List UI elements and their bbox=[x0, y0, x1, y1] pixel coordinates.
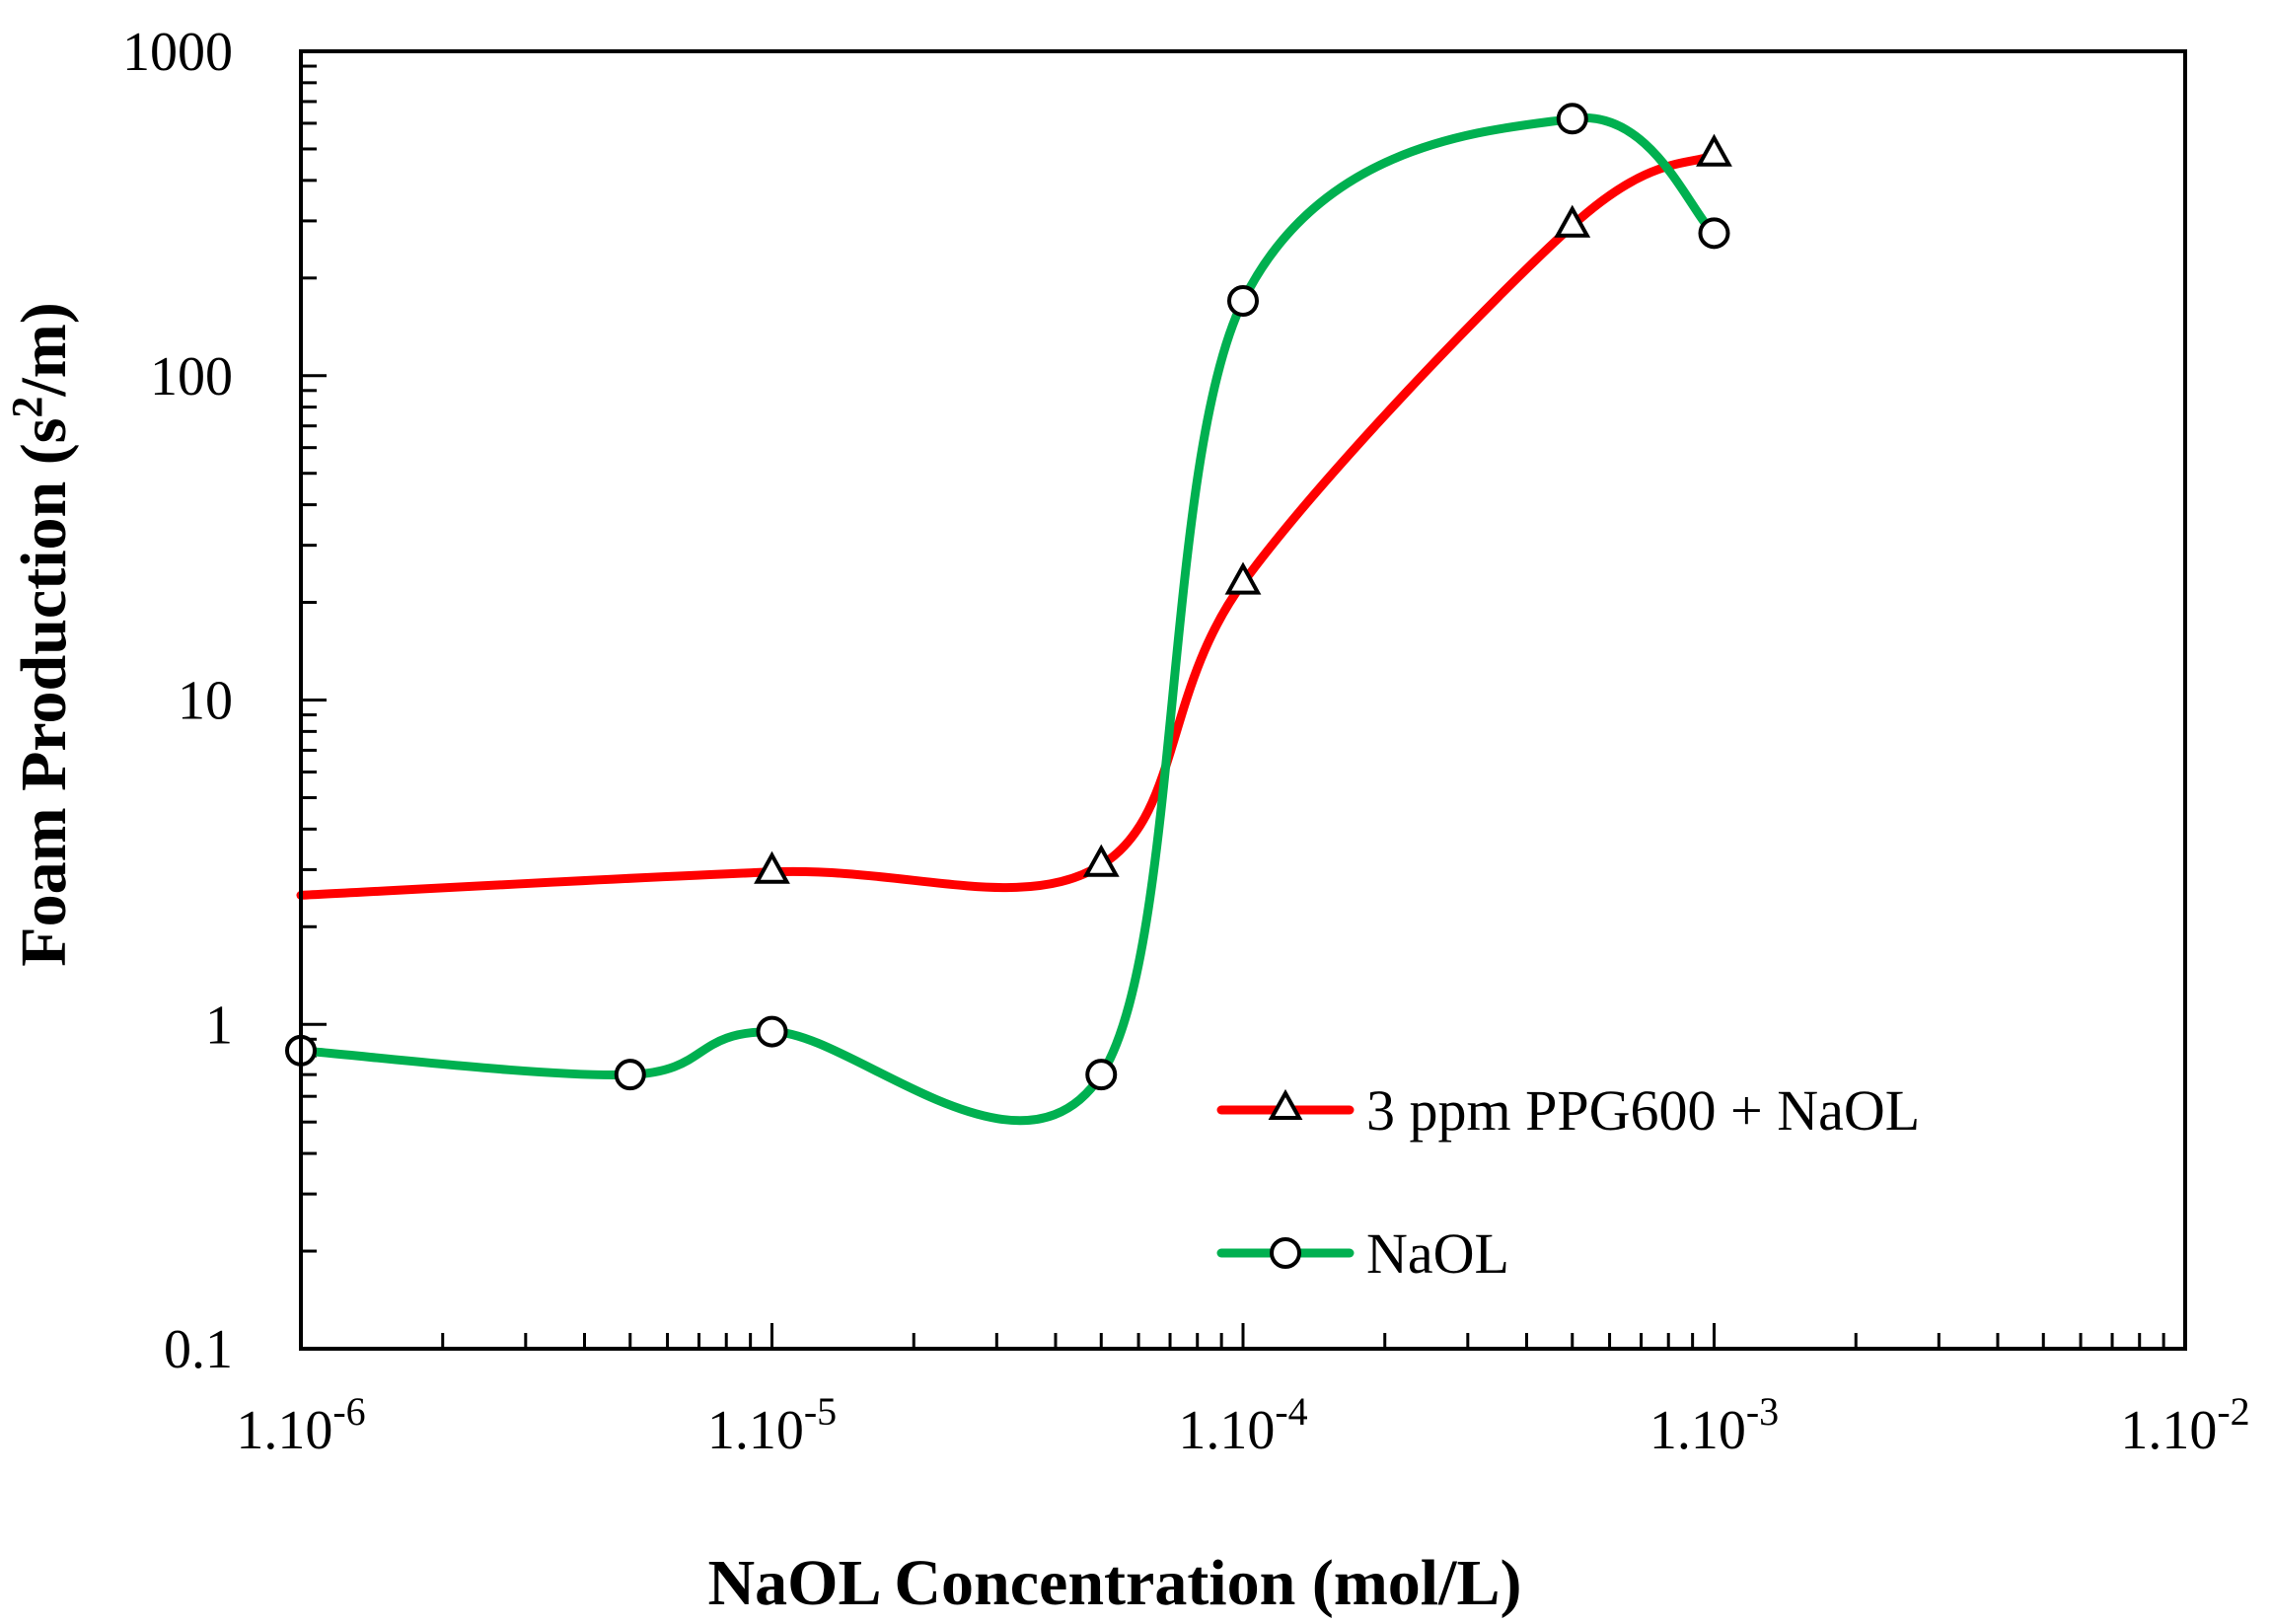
circle-data-point bbox=[756, 1015, 788, 1048]
y-axis-title-prefix: Foam Production (s bbox=[8, 418, 80, 967]
x-tick-label-exponent: -5 bbox=[804, 1389, 837, 1434]
axis-ticks bbox=[299, 64, 2165, 1351]
circle-data-point bbox=[1698, 217, 1730, 250]
y-axis-title-suffix: /m) bbox=[8, 302, 80, 397]
y-axis-title: Foam Production (s2/m) bbox=[3, 302, 81, 966]
x-axis-title: NaOL Concentration (mol/L) bbox=[708, 1547, 1522, 1619]
x-tick-label-exponent: -3 bbox=[1746, 1389, 1779, 1434]
legend-label-ppg600: 3 ppm PPG600 + NaOL bbox=[1366, 1078, 1920, 1143]
x-tick-label-exponent: -2 bbox=[2217, 1389, 2249, 1434]
y-tick-label: 10 bbox=[178, 671, 233, 732]
triangle-data-point bbox=[1224, 561, 1262, 595]
triangle-data-point bbox=[1554, 204, 1591, 238]
legend-entry-naol: NaOL bbox=[1216, 1221, 1509, 1286]
triangle-data-point bbox=[1696, 133, 1732, 167]
x-tick-label-base: 1.10 bbox=[707, 1400, 804, 1461]
x-tick-label: 1.10-5 bbox=[707, 1389, 837, 1461]
x-tick-label-base: 1.10 bbox=[1178, 1400, 1275, 1461]
y-tick-label: 1000 bbox=[122, 22, 233, 83]
plot-area-frame bbox=[299, 49, 2187, 1351]
triangle-data-point bbox=[1082, 844, 1120, 877]
y-tick-label: 1 bbox=[205, 995, 233, 1056]
x-tick-label-base: 1.10 bbox=[1649, 1400, 1746, 1461]
y-tick-labels: 0.1 1 10 100 1000 bbox=[122, 22, 233, 1380]
x-tick-label: 1.10-3 bbox=[1649, 1389, 1779, 1461]
circle-data-point bbox=[1085, 1059, 1118, 1091]
circle-data-point bbox=[1556, 103, 1588, 135]
x-tick-label-base: 1.10 bbox=[2120, 1400, 2217, 1461]
x-tick-label: 1.10-2 bbox=[2120, 1389, 2249, 1461]
legend-circle-marker bbox=[1270, 1237, 1301, 1269]
x-tick-label: 1.10-4 bbox=[1178, 1389, 1307, 1461]
x-tick-label: 1.10-6 bbox=[236, 1389, 365, 1461]
circle-data-point bbox=[1227, 284, 1259, 317]
legend: 3 ppm PPG600 + NaOL NaOL bbox=[1216, 1078, 1920, 1286]
circle-data-point bbox=[614, 1059, 646, 1091]
x-tick-label-base: 1.10 bbox=[236, 1400, 332, 1461]
triangle-data-point bbox=[754, 850, 790, 884]
legend-triangle-marker bbox=[1268, 1088, 1303, 1120]
x-tick-labels: 1.10-6 1.10-5 1.10-4 1.10-3 1.10-2 bbox=[236, 1389, 2249, 1461]
x-tick-label-exponent: -6 bbox=[332, 1389, 365, 1434]
legend-label-naol: NaOL bbox=[1366, 1221, 1509, 1286]
y-tick-label: 0.1 bbox=[164, 1319, 233, 1380]
legend-entry-ppg600: 3 ppm PPG600 + NaOL bbox=[1216, 1078, 1920, 1143]
y-tick-label: 100 bbox=[150, 346, 233, 407]
y-axis-title-superscript: 2 bbox=[3, 397, 51, 418]
x-tick-label-exponent: -4 bbox=[1275, 1389, 1307, 1434]
